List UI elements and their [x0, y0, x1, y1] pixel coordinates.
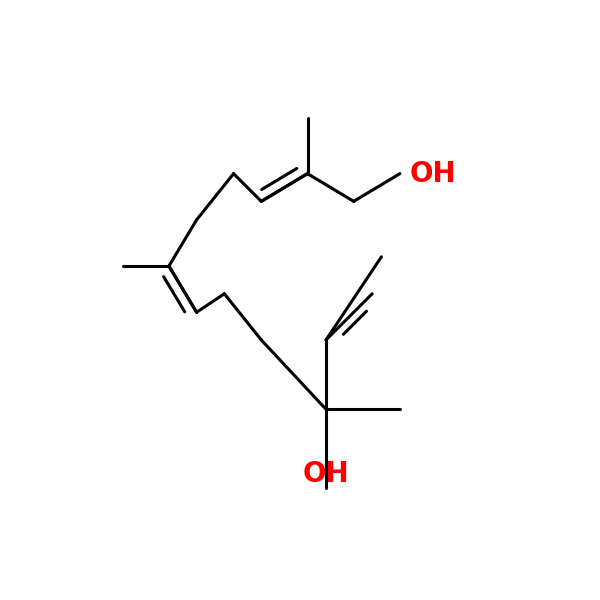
Text: OH: OH — [302, 460, 349, 488]
Text: OH: OH — [409, 160, 456, 188]
